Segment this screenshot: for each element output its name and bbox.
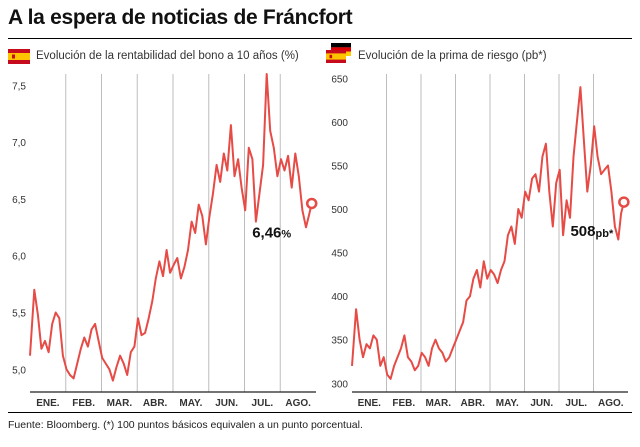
left-chart-title: Evolución de la rentabilidad del bono a …	[36, 50, 299, 62]
right-y-tick-label: 650	[331, 74, 348, 85]
right-y-tick-label: 350	[331, 336, 348, 347]
left-x-tick-label: JUL.	[252, 398, 274, 409]
right-x-tick-label: AGO.	[598, 398, 624, 409]
left-x-tick-label: FEB.	[72, 398, 95, 409]
right-x-tick-label: MAY.	[496, 398, 519, 409]
right-x-tick-label: FEB.	[392, 398, 415, 409]
left-y-tick-label: 5,5	[12, 309, 26, 320]
right-last-point-marker	[618, 196, 630, 208]
left-last-point-marker	[305, 197, 318, 210]
left-y-tick-label: 7,0	[12, 138, 26, 149]
left-x-tick-label: MAR.	[107, 398, 133, 409]
right-series-line	[351, 86, 625, 380]
right-chart-title: Evolución de la prima de riesgo (pb*)	[358, 50, 547, 62]
left-x-tick-label: JUN.	[215, 398, 238, 409]
left-series-line	[29, 73, 313, 382]
right-x-tick-label: ABR.	[461, 398, 486, 409]
right-y-tick-label: 550	[331, 161, 348, 172]
right-y-tick-label: 300	[331, 379, 348, 390]
left-y-tick-label: 7,5	[12, 81, 26, 92]
right-last-value-label: 508pb*	[570, 223, 613, 240]
left-x-tick-label: MAY.	[179, 398, 202, 409]
left-y-tick-label: 6,5	[12, 195, 26, 206]
left-y-tick-label: 5,0	[12, 365, 26, 376]
right-y-tick-label: 500	[331, 205, 348, 216]
title-divider	[8, 38, 632, 39]
page-title: A la espera de noticias de Fráncfort	[8, 6, 353, 29]
flags-group	[326, 43, 352, 64]
right-y-tick-label: 600	[331, 118, 348, 129]
spain-flag-icon	[8, 48, 30, 64]
left-x-tick-label: ENE.	[36, 398, 60, 409]
spain-flag-icon	[326, 50, 346, 63]
right-x-tick-label: JUN.	[530, 398, 553, 409]
left-panel-header: Evolución de la rentabilidad del bono a …	[8, 48, 299, 64]
left-y-tick-label: 6,0	[12, 252, 26, 263]
right-y-tick-label: 400	[331, 292, 348, 303]
right-x-tick-label: ENE.	[358, 398, 382, 409]
right-x-tick-label: JUL.	[565, 398, 587, 409]
right-x-tick-label: MAR.	[425, 398, 451, 409]
left-x-tick-label: AGO.	[285, 398, 311, 409]
source-footnote: Fuente: Bloomberg. (*) 100 puntos básico…	[8, 419, 363, 431]
right-panel-header: Evolución de la prima de riesgo (pb*)	[326, 43, 547, 64]
left-last-value-label: 6,46%	[252, 224, 291, 241]
left-x-tick-label: ABR.	[143, 398, 168, 409]
footer-divider	[8, 412, 632, 413]
right-y-tick-label: 450	[331, 249, 348, 260]
